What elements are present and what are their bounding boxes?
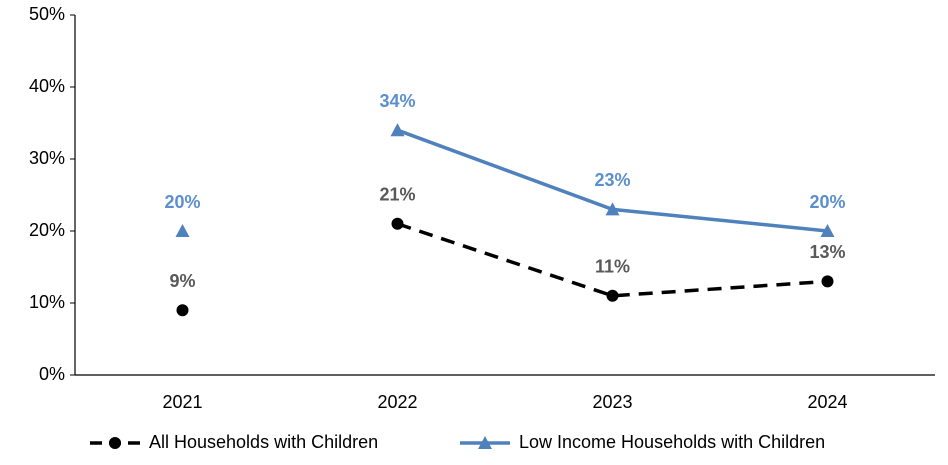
- series-line: [396, 222, 828, 298]
- value-label: 20%: [164, 192, 200, 212]
- y-tick-label: 20%: [29, 220, 65, 240]
- legend-label: Low Income Households with Children: [519, 432, 825, 452]
- value-label: 20%: [809, 192, 845, 212]
- value-label: 21%: [379, 185, 415, 205]
- point: [390, 123, 405, 137]
- point: [391, 217, 404, 230]
- legend-label: All Households with Children: [149, 432, 378, 452]
- y-tick-label: 30%: [29, 148, 65, 168]
- x-tick-label: 2024: [807, 392, 847, 412]
- value-label: 13%: [809, 242, 845, 262]
- y-tick-label: 40%: [29, 76, 65, 96]
- value-label: 34%: [379, 91, 415, 111]
- x-tick-label: 2021: [162, 392, 202, 412]
- legend-marker: [109, 437, 121, 449]
- y-tick-label: 50%: [29, 4, 65, 24]
- point: [176, 304, 189, 317]
- y-tick-label: 10%: [29, 292, 65, 312]
- x-tick-label: 2023: [592, 392, 632, 412]
- value-label: 23%: [594, 170, 630, 190]
- point: [175, 224, 190, 237]
- value-label: 11%: [595, 257, 630, 277]
- value-label: 9%: [169, 271, 195, 291]
- x-tick-label: 2022: [377, 392, 417, 412]
- point: [821, 275, 834, 288]
- point: [605, 202, 620, 216]
- y-tick-label: 0%: [39, 364, 65, 384]
- point: [606, 289, 619, 302]
- point: [820, 224, 835, 237]
- legend-marker: [478, 436, 492, 449]
